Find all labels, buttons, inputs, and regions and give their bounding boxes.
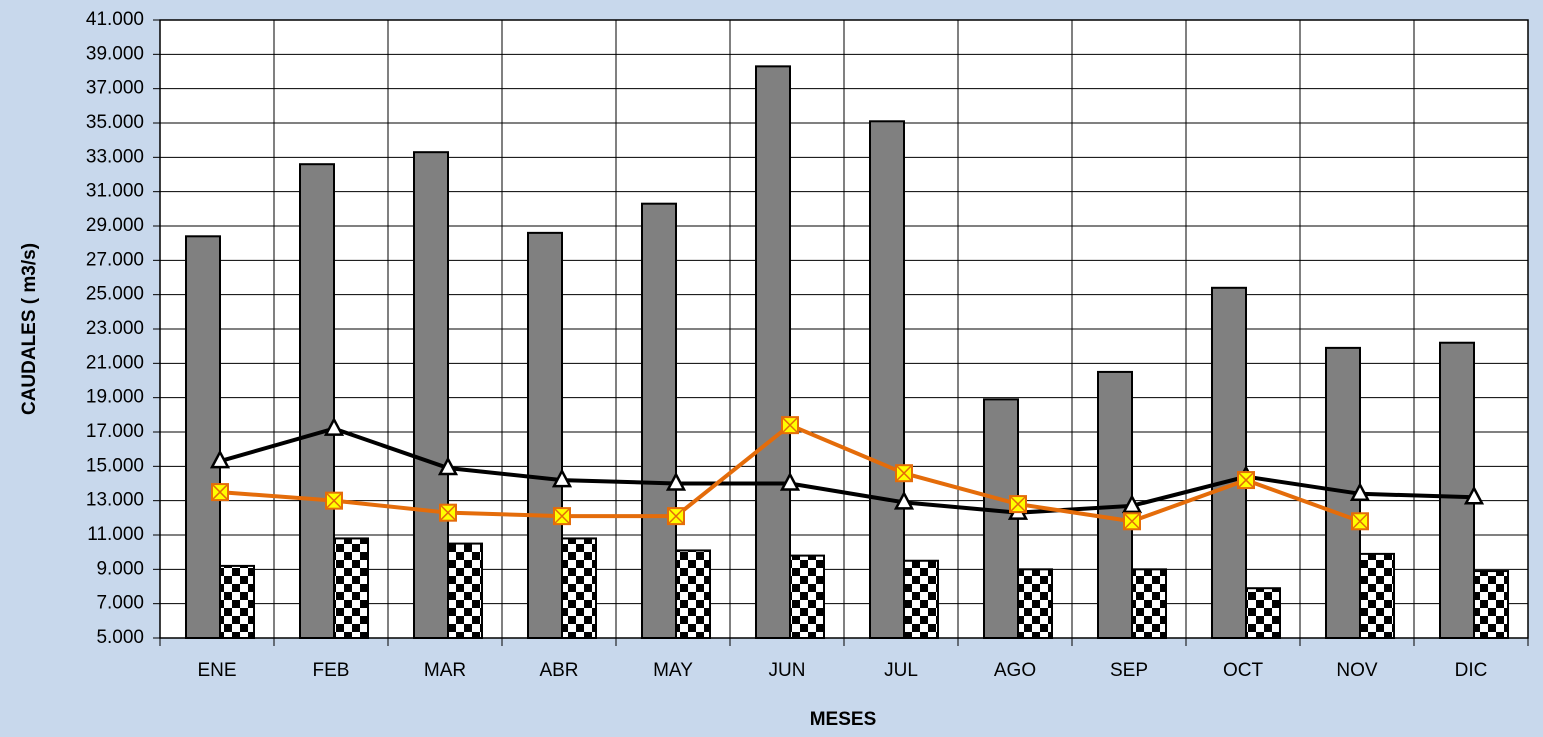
- marker: [1121, 494, 1143, 514]
- y-axis-title: CAUDALES ( m3/s): [19, 243, 40, 415]
- y-tick-label: 19.000: [86, 387, 144, 408]
- marker: [667, 507, 685, 526]
- bar: [789, 554, 825, 639]
- bar: [903, 559, 939, 639]
- bar: [447, 542, 483, 639]
- x-tick-label: ENE: [197, 660, 236, 681]
- bar: [333, 537, 369, 640]
- y-tick-label: 35.000: [86, 112, 144, 133]
- bar: [675, 549, 711, 640]
- marker: [211, 483, 229, 502]
- marker: [437, 456, 459, 476]
- x-tick-label: AGO: [994, 660, 1036, 681]
- plot-border: [159, 19, 1529, 639]
- y-tick-label: 11.000: [87, 524, 144, 545]
- marker: [1237, 471, 1255, 490]
- marker: [1349, 482, 1371, 502]
- marker: [779, 471, 801, 491]
- y-tick-label: 29.000: [86, 215, 144, 236]
- marker: [439, 503, 457, 522]
- bar: [1439, 341, 1475, 639]
- marker: [781, 416, 799, 435]
- marker: [551, 468, 573, 488]
- x-tick-label: NOV: [1336, 660, 1378, 681]
- y-tick-label: 37.000: [86, 78, 144, 99]
- bar: [1211, 286, 1247, 639]
- bar: [1245, 587, 1281, 640]
- y-tick-label: 23.000: [86, 318, 144, 339]
- marker: [893, 490, 915, 510]
- line: [219, 426, 1475, 515]
- bar: [1473, 570, 1509, 639]
- y-tick-label: 9.000: [96, 558, 144, 579]
- y-tick-label: 31.000: [86, 181, 144, 202]
- x-tick-label: DIC: [1455, 660, 1488, 681]
- bar: [869, 120, 905, 640]
- bar: [299, 163, 335, 639]
- y-tick-label: 27.000: [86, 249, 144, 270]
- x-tick-label: OCT: [1223, 660, 1264, 681]
- y-tick-label: 7.000: [96, 593, 144, 614]
- bar: [413, 151, 449, 640]
- marker: [665, 471, 687, 491]
- y-tick-label: 25.000: [86, 284, 144, 305]
- marker: [323, 416, 345, 436]
- marker: [209, 449, 231, 469]
- bar: [185, 235, 221, 640]
- bar: [1017, 568, 1053, 639]
- x-tick-label: FEB: [313, 660, 350, 681]
- y-tick-label: 33.000: [86, 146, 144, 167]
- marker: [553, 507, 571, 526]
- bar: [1359, 552, 1395, 640]
- bar: [219, 564, 255, 640]
- bar: [755, 65, 791, 640]
- x-tick-label: ABR: [539, 660, 578, 681]
- x-tick-label: MAY: [653, 660, 693, 681]
- bar: [561, 537, 597, 640]
- x-axis-title: MESES: [810, 709, 877, 730]
- bar: [1131, 568, 1167, 639]
- x-tick-label: JUN: [769, 660, 806, 681]
- marker: [1463, 485, 1485, 505]
- y-tick-label: 13.000: [86, 490, 144, 511]
- marker: [895, 464, 913, 483]
- y-tick-label: 21.000: [86, 352, 144, 373]
- y-tick-label: 15.000: [86, 455, 144, 476]
- bar: [527, 231, 563, 639]
- x-tick-label: JUL: [884, 660, 918, 681]
- y-tick-label: 39.000: [86, 43, 144, 64]
- bar: [641, 202, 677, 640]
- marker: [1009, 495, 1027, 514]
- marker: [325, 491, 343, 510]
- bar: [983, 398, 1019, 639]
- y-tick-label: 17.000: [86, 421, 144, 442]
- y-tick-label: 41.000: [86, 9, 144, 30]
- x-tick-label: MAR: [424, 660, 466, 681]
- x-tick-label: SEP: [1110, 660, 1148, 681]
- marker: [1123, 512, 1141, 531]
- marker: [1351, 512, 1369, 531]
- y-tick-label: 5.000: [96, 627, 144, 648]
